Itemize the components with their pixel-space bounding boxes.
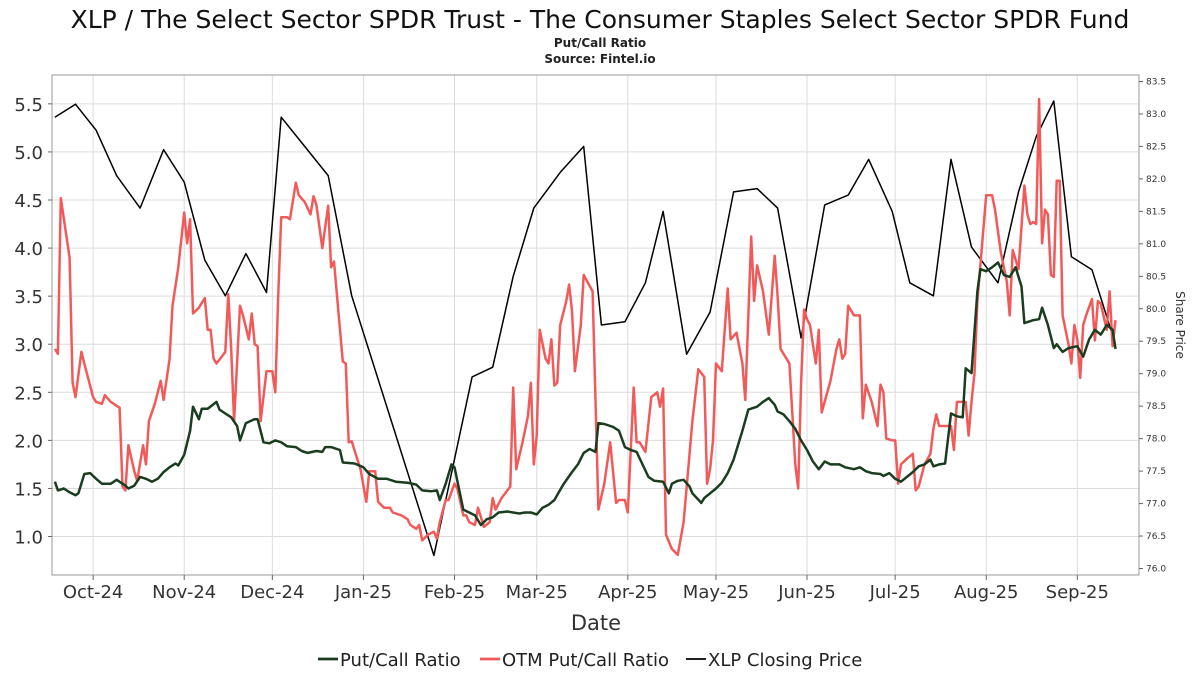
chart-subtitle: Put/Call Ratio: [554, 36, 646, 50]
x-axis-label: Date: [571, 611, 621, 635]
y-tick-label: 2.5: [14, 383, 43, 404]
y-tick-label: 2.0: [14, 431, 43, 452]
y2-tick-label: 82.0: [1146, 175, 1166, 185]
left-axis-ticks: 1.0 1.5 2.0 2.5 3.0 3.5 4.0 4.5 5.0 5.5: [14, 95, 52, 549]
y-tick-label: 3.5: [14, 287, 43, 308]
x-tick-label: Jan-25: [334, 582, 392, 603]
y-tick-label: 3.0: [14, 335, 43, 356]
right-axis-ticks: 76.0 76.5 77.0 77.5 78.0 78.5 79.0 79.5 80.0 80.5…: [1139, 77, 1166, 575]
x-tick-label: Jul-25: [869, 582, 921, 603]
y-tick-label: 4.5: [14, 191, 43, 212]
y2-tick-label: 80.5: [1146, 272, 1166, 282]
y2-tick-label: 78.5: [1146, 402, 1166, 412]
chart-title: XLP / The Select Sector SPDR Trust - The…: [71, 5, 1130, 34]
y2-tick-label: 76.5: [1146, 532, 1166, 542]
y2-tick-label: 77.0: [1146, 500, 1166, 510]
x-tick-label: Sep-25: [1046, 582, 1109, 603]
y2-tick-label: 81.0: [1146, 240, 1166, 250]
y-tick-label: 4.0: [14, 239, 43, 260]
y2-tick-label: 79.5: [1146, 337, 1166, 347]
y-tick-label: 1.0: [14, 528, 43, 549]
x-tick-label: Dec-24: [240, 582, 304, 603]
x-tick-label: Apr-25: [598, 582, 657, 603]
x-tick-label: Jun-25: [777, 582, 836, 603]
put-call-ratio-line: [53, 261, 1117, 527]
xlp-closing-price-line: [54, 100, 1117, 557]
y-tick-label: 5.0: [14, 143, 43, 164]
otm-put-call-ratio-line: [53, 97, 1117, 557]
y2-tick-label: 76.0: [1146, 565, 1166, 575]
y2-tick-label: 83.5: [1146, 77, 1166, 87]
x-tick-label: May-25: [683, 582, 749, 603]
y2-tick-label: 83.0: [1146, 110, 1166, 120]
x-tick-label: Nov-24: [152, 582, 216, 603]
y-tick-label: 5.5: [14, 95, 43, 116]
x-axis-ticks: Oct-24 Nov-24 Dec-24 Jan-25 Feb-25 Mar-25 Apr-…: [63, 575, 1109, 603]
y2-tick-label: 81.5: [1146, 207, 1166, 217]
plot-area-frame: [51, 74, 1140, 576]
y2-tick-label: 80.0: [1146, 305, 1166, 315]
x-tick-label: Oct-24: [63, 582, 124, 603]
legend-label: Put/Call Ratio: [340, 650, 461, 671]
x-tick-label: Mar-25: [506, 582, 568, 603]
series-lines: [53, 97, 1117, 557]
x-tick-label: Feb-25: [424, 582, 485, 603]
legend-label: OTM Put/Call Ratio: [502, 650, 669, 671]
y2-tick-label: 77.5: [1146, 467, 1166, 477]
y2-tick-label: 82.5: [1146, 142, 1166, 152]
y-tick-label: 1.5: [14, 479, 43, 500]
x-tick-label: Aug-25: [954, 582, 1019, 603]
chart-source: Source: Fintel.io: [544, 52, 655, 66]
right-axis-label: Share Price: [1173, 291, 1187, 359]
y2-tick-label: 78.0: [1146, 435, 1166, 445]
y2-tick-label: 79.0: [1146, 370, 1166, 380]
legend: Put/Call Ratio OTM Put/Call Ratio XLP Clos…: [318, 650, 862, 671]
legend-label: XLP Closing Price: [708, 650, 862, 671]
